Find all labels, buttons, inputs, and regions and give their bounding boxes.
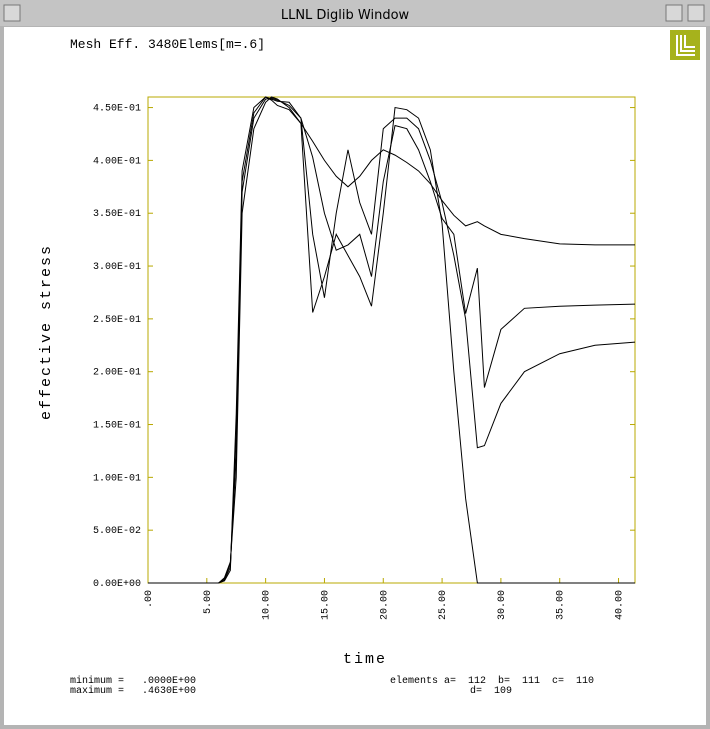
x-tick-label: 10.00 (262, 590, 273, 620)
y-tick-label: 1.00E-01 (93, 473, 141, 484)
series-line (148, 96, 635, 584)
menu-button[interactable] (3, 4, 21, 22)
y-tick-label: 3.50E-01 (93, 209, 141, 220)
series-line (148, 97, 636, 584)
title-bar (0, 0, 710, 26)
series-line (148, 96, 636, 584)
annotation: maximum = .4630E+00 (70, 685, 196, 697)
annotation: elements a= 112 b= 111 c= 110 (390, 675, 594, 687)
maximize-button[interactable] (687, 4, 705, 22)
series-line (148, 96, 635, 584)
x-tick-label: 15.00 (320, 590, 331, 620)
x-tick-label: .00 (144, 590, 155, 608)
y-tick-label: 2.50E-01 (93, 315, 141, 326)
x-tick-label: 35.00 (556, 590, 567, 620)
annotation: d= 109 (470, 685, 512, 697)
plot-frame (147, 96, 636, 584)
x-axis-label: time (343, 651, 387, 668)
y-tick-label: 3.00E-01 (93, 262, 141, 273)
y-axis-label: effective stress (38, 244, 55, 420)
x-tick-label: 40.00 (615, 590, 626, 620)
chart-title: Mesh Eff. 3480Elems[m=.6] (70, 37, 265, 52)
x-tick-label: 20.00 (379, 590, 390, 620)
y-tick-label: 1.50E-01 (93, 421, 141, 432)
x-tick-label: 5.00 (203, 590, 214, 614)
canvas (4, 27, 706, 725)
y-tick-label: 4.00E-01 (93, 156, 141, 167)
x-tick-label: 30.00 (497, 590, 508, 620)
x-tick-label: 25.00 (438, 590, 449, 620)
minimize-button[interactable] (665, 4, 683, 22)
y-tick-label: 4.50E-01 (93, 104, 141, 115)
y-tick-label: 5.00E-02 (93, 526, 141, 537)
y-tick-label: 0.00E+00 (93, 579, 141, 590)
window-title: LLNL Diglib Window (281, 8, 410, 23)
y-tick-label: 2.00E-01 (93, 368, 141, 379)
llnl-logo-mark (676, 35, 695, 56)
annotation: minimum = .0000E+00 (70, 675, 196, 687)
